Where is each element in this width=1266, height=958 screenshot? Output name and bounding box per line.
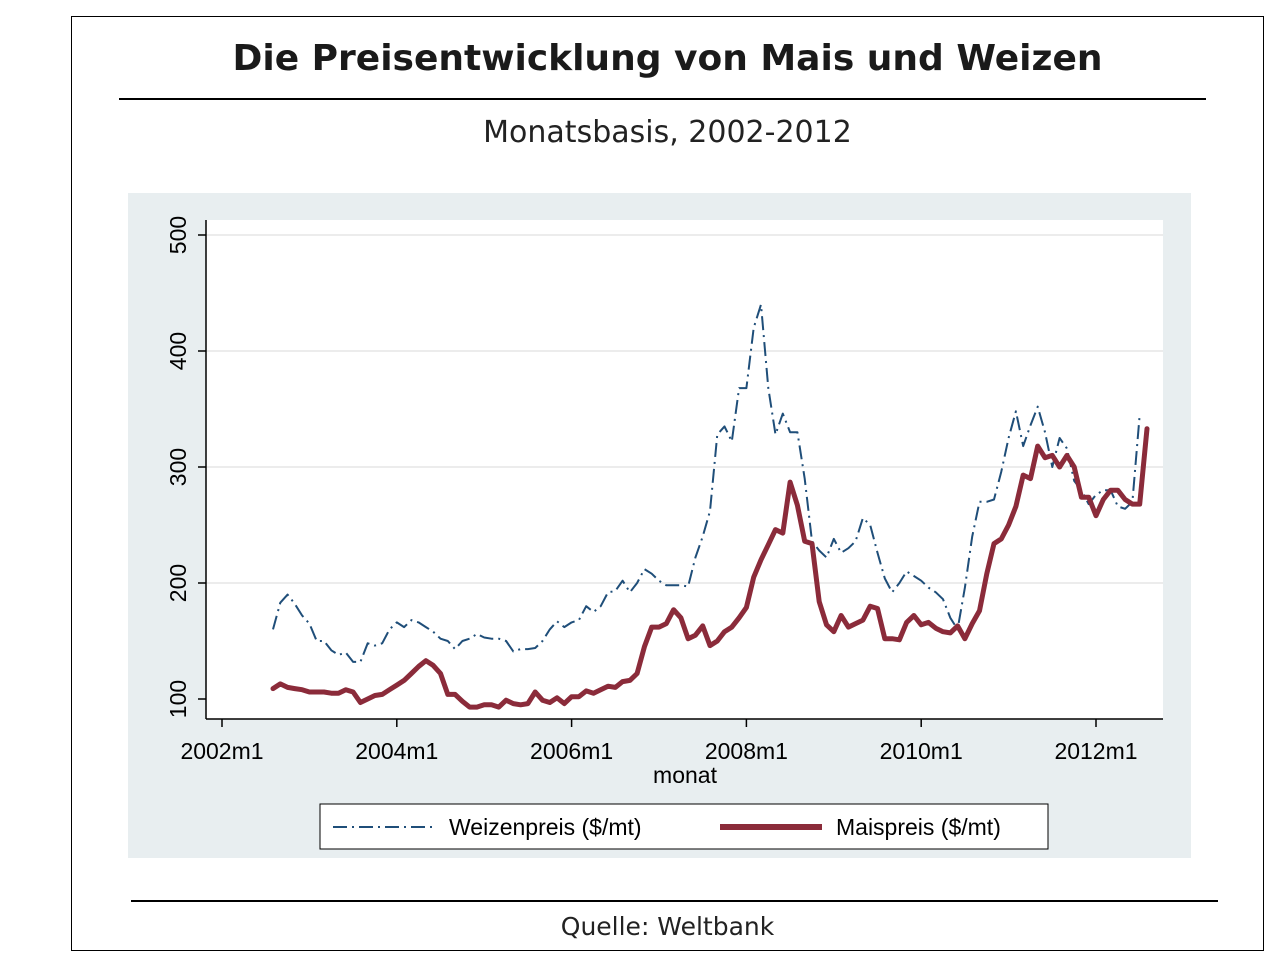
y-axis-ticks: 100 200 300 400 500 bbox=[165, 216, 206, 718]
legend: Weizenpreis ($/mt) Maispreis ($/mt) bbox=[319, 803, 1049, 850]
xtick-label-2008: 2008m1 bbox=[705, 738, 788, 764]
ytick-label-100: 100 bbox=[165, 680, 191, 718]
legend-wheat-label: Weizenpreis ($/mt) bbox=[449, 814, 642, 840]
ytick-label-200: 200 bbox=[165, 564, 191, 602]
xtick-label-2006: 2006m1 bbox=[530, 738, 613, 764]
series-line-weizenpreis bbox=[272, 303, 1141, 663]
plot-area bbox=[206, 220, 1163, 719]
footer-rule bbox=[131, 900, 1218, 902]
title-rule bbox=[119, 98, 1206, 100]
chart-subtitle: Monatsbasis, 2002-2012 bbox=[483, 115, 852, 150]
xtick-label-2002: 2002m1 bbox=[180, 738, 263, 764]
gridlines bbox=[206, 234, 1163, 584]
chart-title: Die Preisentwicklung von Mais und Weizen bbox=[232, 38, 1103, 79]
source-note: Quelle: Weltbank bbox=[560, 912, 775, 941]
xtick-label-2012: 2012m1 bbox=[1054, 738, 1137, 764]
xtick-label-2004: 2004m1 bbox=[355, 738, 438, 764]
xtick-label-2010: 2010m1 bbox=[880, 738, 963, 764]
ytick-label-500: 500 bbox=[165, 216, 191, 254]
series-line-maispreis bbox=[270, 426, 1150, 710]
legend-box bbox=[319, 803, 1049, 850]
ytick-label-300: 300 bbox=[165, 448, 191, 486]
legend-maize-label: Maispreis ($/mt) bbox=[836, 814, 1001, 840]
x-axis-ticks: 2002m1 2004m1 2006m1 2008m1 2010m1 2012m1 bbox=[180, 719, 1138, 764]
series-layer bbox=[270, 303, 1150, 710]
x-axis-label: monat bbox=[653, 762, 718, 788]
ytick-label-400: 400 bbox=[165, 332, 191, 370]
figure-frame bbox=[71, 16, 1264, 951]
